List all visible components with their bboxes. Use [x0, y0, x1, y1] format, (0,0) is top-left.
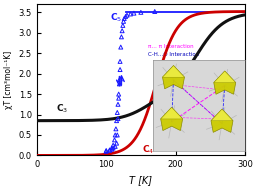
Point [118, 68, 122, 71]
X-axis label: T [K]: T [K] [129, 175, 152, 185]
Point [113, 138, 117, 141]
Point [120, 29, 124, 32]
Point [108, 149, 112, 152]
Point [124, 15, 128, 18]
Point [115, 142, 119, 145]
Point [114, 127, 118, 130]
Point [110, 146, 114, 149]
Text: C-H…O Interaction: C-H…O Interaction [148, 52, 199, 57]
Point [119, 46, 123, 49]
Point [104, 150, 108, 153]
Point [113, 133, 117, 136]
Point [117, 78, 121, 81]
Y-axis label: χT [cm³mol⁻¹K]: χT [cm³mol⁻¹K] [4, 51, 13, 109]
Text: C$_3$: C$_3$ [56, 102, 68, 115]
Point [139, 11, 143, 14]
Point [110, 148, 114, 151]
Point [115, 111, 119, 114]
Point [111, 146, 115, 149]
Point [115, 119, 119, 122]
Point [117, 82, 121, 85]
Text: π… π Interaction: π… π Interaction [148, 44, 194, 49]
Point [104, 149, 108, 152]
Point [153, 10, 157, 13]
Point [111, 144, 115, 147]
Point [117, 97, 121, 100]
Text: C$_5$: C$_5$ [110, 12, 123, 24]
Point [128, 12, 133, 15]
Point [121, 24, 125, 27]
Point [116, 117, 120, 120]
Point [132, 12, 136, 15]
Point [118, 60, 122, 63]
Point [116, 103, 120, 106]
Text: C$_4$: C$_4$ [142, 144, 154, 156]
Point [113, 145, 117, 148]
Point [125, 14, 129, 17]
Point [122, 17, 126, 20]
Point [117, 93, 121, 96]
Point [120, 35, 124, 38]
Point [122, 20, 126, 23]
Point [115, 133, 119, 136]
Point [108, 149, 112, 152]
